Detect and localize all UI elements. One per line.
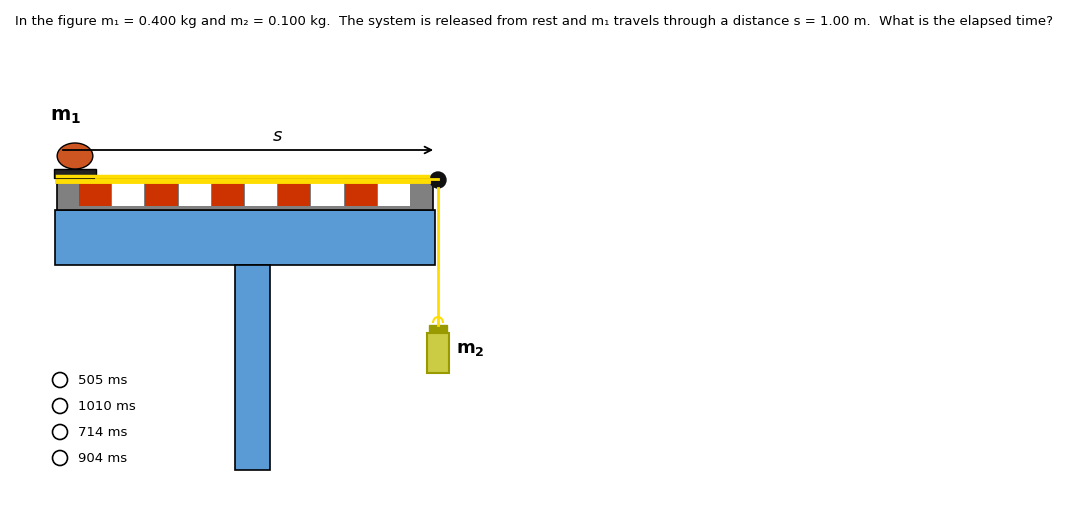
Bar xyxy=(145,182,178,206)
Bar xyxy=(245,182,277,206)
Bar xyxy=(112,182,144,206)
Bar xyxy=(54,169,96,178)
Text: 714 ms: 714 ms xyxy=(78,425,127,438)
Bar xyxy=(278,182,310,206)
Bar xyxy=(236,265,270,470)
Text: 505 ms: 505 ms xyxy=(78,373,127,386)
Text: $\mathbf{m_1}$: $\mathbf{m_1}$ xyxy=(50,107,81,126)
Bar xyxy=(429,325,447,333)
Circle shape xyxy=(430,172,446,188)
Bar xyxy=(377,182,410,206)
Bar xyxy=(56,178,433,210)
Ellipse shape xyxy=(58,143,93,169)
Bar xyxy=(311,182,343,206)
Text: $\it{s}$: $\it{s}$ xyxy=(273,127,284,145)
Text: In the figure m₁ = 0.400 kg and m₂ = 0.100 kg.  The system is released from rest: In the figure m₁ = 0.400 kg and m₂ = 0.1… xyxy=(15,15,1053,28)
Bar xyxy=(212,182,244,206)
Bar xyxy=(79,182,111,206)
Text: 904 ms: 904 ms xyxy=(78,452,127,465)
Bar xyxy=(55,210,435,265)
Bar xyxy=(344,182,376,206)
Text: 1010 ms: 1010 ms xyxy=(78,400,135,413)
Bar xyxy=(427,333,449,373)
Bar xyxy=(179,182,211,206)
Text: $\mathbf{m_2}$: $\mathbf{m_2}$ xyxy=(456,340,485,358)
